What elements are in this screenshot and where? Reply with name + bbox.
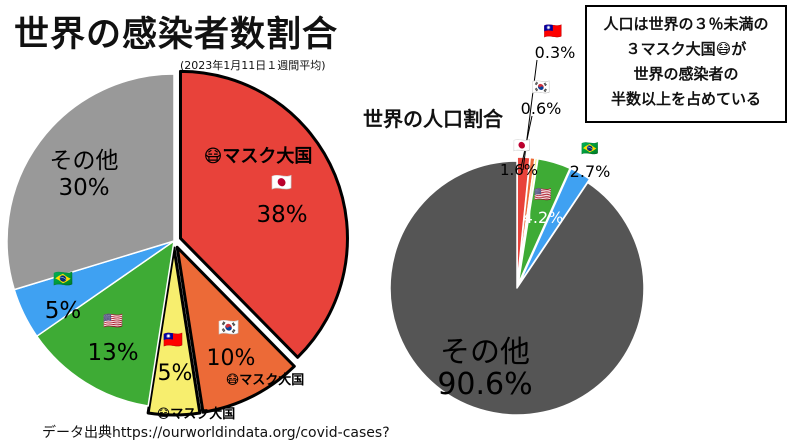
pie-slice-tw: [146, 246, 202, 417]
slice-flag-br: 🇧🇷: [53, 269, 73, 288]
slice-label-tw: 5%: [158, 361, 193, 386]
pop-flag-kr: 🇰🇷: [532, 78, 551, 96]
pie-slice-kr: [175, 245, 296, 414]
slice-flag-jp: 🇯🇵: [271, 173, 292, 193]
pop-leader-kr: [520, 115, 533, 169]
slice-flag-kr: 🇰🇷: [218, 318, 239, 338]
population-pie-labels: 🇹🇼 0.3% 🇰🇷 0.6% 🇯🇵 1.6% 🇧🇷 2.7% 🇺🇸 4.2% …: [437, 22, 610, 402]
pop-flag-jp: 🇯🇵: [513, 138, 531, 154]
pie-slice-other: [6, 73, 175, 291]
note-line: ３マスク大国😷が: [625, 40, 747, 58]
pop-label-other: 90.6%: [437, 367, 532, 402]
pop-flag-us: 🇺🇸: [534, 187, 552, 203]
pop-name-other: その他: [440, 335, 530, 370]
pop-label-kr: 0.6%: [521, 99, 562, 118]
pop-flag-br: 🇧🇷: [581, 141, 599, 157]
pop-flag-tw: 🇹🇼: [544, 22, 563, 40]
pie-slice-us: [36, 240, 175, 407]
note-line: 世界の感染者の: [633, 65, 739, 83]
pop-leader-tw: [522, 59, 538, 171]
chart-title: 世界の感染者数割合: [14, 15, 339, 55]
mask-badge-kr: 😷マスク大国: [226, 372, 305, 388]
pop-label-tw: 0.3%: [535, 43, 576, 62]
slice-label-other: 30%: [58, 175, 109, 201]
slice-label-br: 5%: [45, 298, 82, 324]
infection-pie-labels: 🇯🇵 38% 😷マスク大国 🇰🇷 10% 😷マスク大国 🇹🇼 5% 😷マスク大国…: [45, 145, 313, 422]
pop-label-us: 4.2%: [523, 208, 564, 227]
mask-badge-tw: 😷マスク大国: [157, 406, 236, 422]
population-chart-title: 世界の人口割合: [363, 107, 503, 131]
data-source: データ出典https://ourworldindata.org/covid-ca…: [42, 425, 390, 441]
population-pie: [389, 156, 645, 416]
pop-label-br: 2.7%: [570, 162, 611, 181]
pie-slice-br: [518, 167, 591, 286]
infection-pie: [6, 69, 349, 417]
pie-slice-jp: [178, 69, 349, 359]
mask-badge-jp: 😷マスク大国: [204, 145, 313, 167]
slice-label-jp: 38%: [256, 202, 307, 228]
note-line: 半数以上を占めている: [610, 90, 761, 108]
slice-flag-tw: 🇹🇼: [163, 330, 183, 349]
annotation-box: 人口は世界の３％未満の ３マスク大国😷が 世界の感染者の 半数以上を占めている: [585, 5, 787, 123]
note-line: 人口は世界の３％未満の: [603, 15, 769, 33]
slice-label-kr: 10%: [207, 346, 256, 371]
slice-name-other: その他: [50, 148, 119, 174]
pop-label-jp: 1.6%: [500, 161, 538, 179]
pie-slice-us: [517, 157, 571, 285]
slice-flag-us: 🇺🇸: [103, 311, 123, 330]
pie-slice-other: [389, 160, 645, 416]
slice-label-us: 13%: [87, 340, 138, 366]
chart-subtitle: (2023年1月11日１週間平均): [180, 59, 326, 72]
